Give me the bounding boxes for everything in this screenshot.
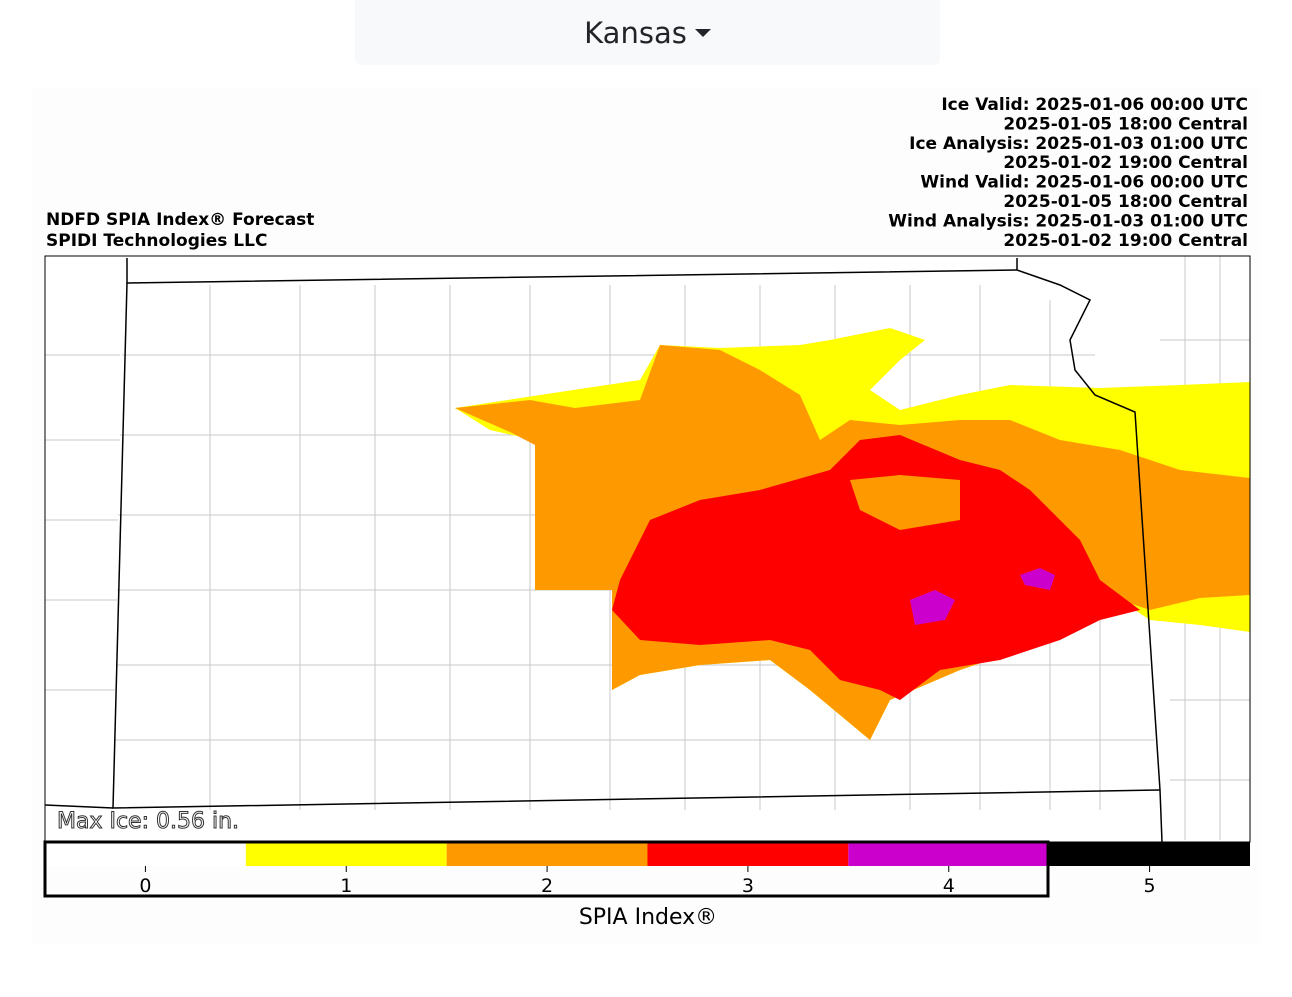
- colorbar-segment: [1049, 842, 1250, 866]
- colorbar-segment: [848, 842, 1050, 866]
- colorbar-tick-label: 1: [340, 875, 352, 897]
- valid-time: 2025-01-05 18:00 Central: [1003, 114, 1248, 134]
- valid-time: 2025-01-05 18:00 Central: [1003, 192, 1248, 212]
- area-index-3: [612, 435, 1140, 700]
- valid-time: Wind Valid: 2025-01-06 00:00 UTC: [920, 173, 1248, 193]
- map: Max Ice: 0.56 in.: [44, 255, 1251, 843]
- state-borders: [44, 258, 1163, 843]
- colorbar-tick-label: 4: [943, 875, 955, 897]
- colorbar-tick-label: 5: [1144, 875, 1156, 897]
- colorbar-segment: [45, 842, 246, 866]
- map-title: NDFD SPIA Index® Forecast: [46, 210, 314, 230]
- colorbar-segment: [245, 842, 447, 866]
- colorbar-segment: [647, 842, 849, 866]
- valid-time: Wind Analysis: 2025-01-03 01:00 UTC: [888, 211, 1248, 231]
- colorbar-label: SPIA Index®: [579, 905, 717, 930]
- colorbar-tick-label: 3: [742, 875, 754, 897]
- valid-time: 2025-01-02 19:00 Central: [1003, 231, 1248, 251]
- caret: [694, 28, 711, 37]
- ice-hazard-areas: [455, 328, 1250, 740]
- area-index-4: [910, 568, 1055, 625]
- dropdown-label: Kansas: [584, 15, 687, 50]
- colorbar-tick-label: 2: [541, 875, 553, 897]
- valid-time: Ice Valid: 2025-01-06 00:00 UTC: [941, 95, 1248, 115]
- colorbar-tick-label: 0: [139, 875, 151, 897]
- valid-time: 2025-01-02 19:00 Central: [1003, 153, 1248, 173]
- colorbar: 0 1 2 3 4 5: [45, 842, 1250, 897]
- map-title: SPIDI Technologies LLC: [46, 231, 267, 251]
- area-index-2-inner: [850, 475, 960, 530]
- max-ice-label: Max Ice: 0.56 in.: [57, 809, 239, 834]
- colorbar-segment: [446, 842, 648, 866]
- state-dropdown[interactable]: Kansas: [355, 0, 940, 65]
- colorbar-frame: [43, 840, 1050, 898]
- valid-time: Ice Analysis: 2025-01-03 01:00 UTC: [909, 134, 1248, 154]
